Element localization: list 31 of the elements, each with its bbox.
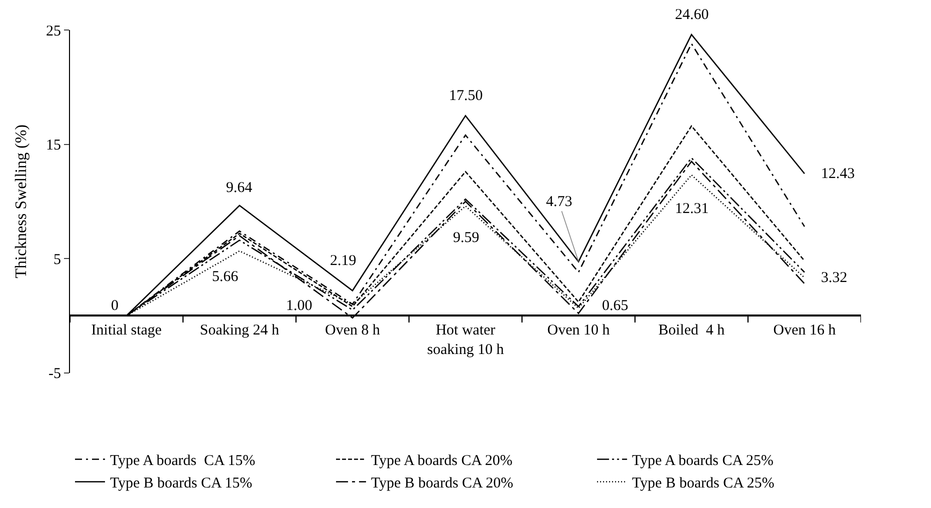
legend-label: Type B boards CA 15% (110, 476, 252, 492)
annotation: 24.60 (675, 7, 709, 23)
legend-label: Type A boards CA 25% (632, 453, 774, 470)
x-tick-label: Initial stage (91, 322, 162, 338)
x-tick-label: Oven 8 h (325, 322, 380, 338)
y-tick-label: -5 (48, 366, 61, 382)
x-tick-label: Oven 10 h (547, 322, 610, 338)
x-tick-label: Soaking 24 h (200, 322, 280, 338)
annotation: 12.31 (675, 201, 709, 217)
annotation: 9.59 (453, 230, 480, 246)
x-tick-label: Oven 16 h (773, 322, 836, 338)
legend-label: Type B boards CA 20% (371, 476, 514, 492)
annotation: 0 (111, 298, 118, 314)
legend-label: Type B boards CA 25% (632, 476, 774, 492)
y-tick-label: 5 (54, 252, 61, 268)
x-tick-label: Boiled 4 h (658, 322, 726, 338)
annotation: 4.73 (546, 194, 572, 210)
annotation: 3.32 (821, 270, 848, 286)
y-axis-title: Thickness Swelling (%) (12, 124, 30, 278)
y-tick-label: 25 (46, 23, 61, 40)
annotation: 0.65 (602, 298, 628, 314)
legend-label: Type A boards CA 20% (371, 453, 512, 470)
annotation: 5.66 (212, 269, 239, 285)
annotation: 17.50 (449, 88, 483, 104)
annotation: 1.00 (286, 298, 312, 314)
annotation: 9.64 (226, 180, 253, 196)
legend-label: Type A boards CA 15% (110, 453, 256, 470)
annotation: 2.19 (330, 253, 356, 269)
annotation: 12.43 (821, 166, 855, 182)
x-tick-label: Hot water soaking 10 h (427, 322, 504, 358)
y-tick-label: 15 (46, 138, 61, 154)
